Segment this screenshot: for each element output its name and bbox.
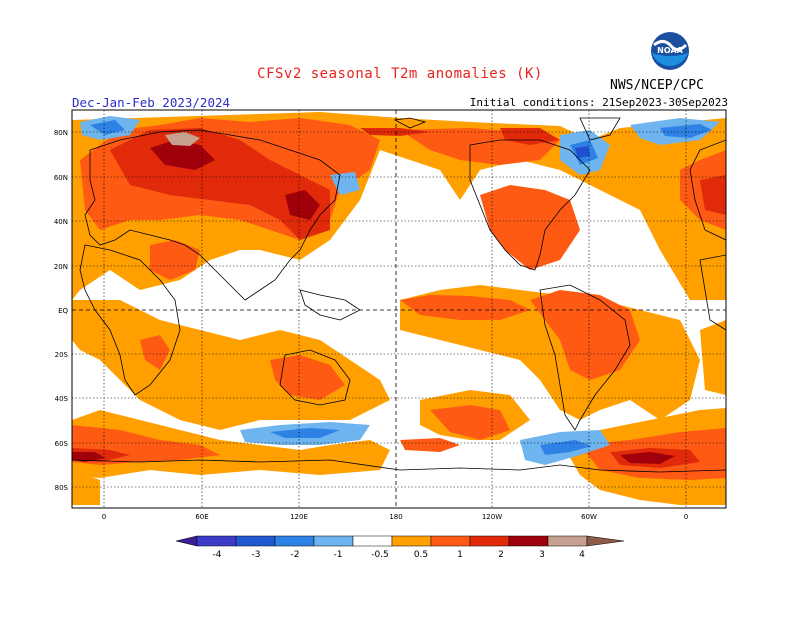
colorbar-tick-label: -2 [291, 550, 300, 560]
logo-text: NOAA [657, 46, 683, 55]
lon-label: 0 [102, 513, 106, 521]
colorbar-cell [508, 535, 549, 547]
noaa-logo-icon: NOAA [651, 32, 689, 70]
agency-label: NWS/NCEP/CPC [610, 78, 704, 93]
lat-label: 40S [55, 395, 69, 403]
colorbar-cell [547, 535, 588, 547]
colorbar-tick-label: 0.5 [414, 550, 428, 560]
colorbar-tick-label: 2 [498, 550, 504, 560]
lon-label: 60E [195, 513, 208, 521]
anomaly-neg-3-2 [575, 146, 590, 158]
map-title: CFSv2 seasonal T2m anomalies (K) [257, 66, 543, 82]
coastlines [72, 117, 726, 473]
lat-label: 80N [54, 129, 68, 137]
colorbar: -4 -3 -2 -1 -0.5 0.5 1 2 3 4 [175, 535, 625, 560]
colorbar-tick-label: 3 [539, 550, 545, 560]
colorbar-cell [235, 535, 276, 547]
colorbar-tick-label: 4 [579, 550, 585, 560]
initial-conditions: Initial conditions: 21Sep2023-30Sep2023 [469, 96, 728, 109]
lon-label: 120E [290, 513, 308, 521]
anomaly-pos-3-4 [72, 140, 675, 464]
colorbar-tick-label: -1 [334, 550, 343, 560]
lat-lon-grid [72, 110, 726, 508]
colorbar-cell [586, 535, 625, 547]
colorbar-tick-label: -4 [213, 550, 222, 560]
colorbar-tick-label: -3 [252, 550, 261, 560]
colorbar-cell [196, 535, 237, 547]
colorbar-tick-label: 1 [457, 550, 463, 560]
noaa-logo: NOAA [650, 31, 690, 71]
lat-label: 20N [54, 263, 68, 271]
colorbar-cell [352, 535, 393, 547]
lon-label: 120W [482, 513, 502, 521]
lat-label: 60N [54, 174, 68, 182]
colorbar-cell [469, 535, 510, 547]
anomaly-pos-4-5 [165, 132, 200, 146]
lat-label: 60S [55, 440, 69, 448]
colorbar-cell [391, 535, 432, 547]
colorbar-cell [430, 535, 471, 547]
lat-label: 40N [54, 218, 68, 226]
colorbar-cell [274, 535, 315, 547]
lat-label: 20S [55, 351, 69, 359]
colorbar-cell [313, 535, 354, 547]
equator-dateline [72, 110, 726, 508]
map-frame [71, 109, 727, 509]
colorbar-tick-label: -0.5 [371, 550, 389, 560]
lon-label: 180 [389, 513, 402, 521]
lon-label: 0 [684, 513, 688, 521]
anomaly-field [72, 110, 726, 508]
lon-label: 60W [581, 513, 597, 521]
forecast-period: Dec-Jan-Feb 2023/2024 [72, 95, 231, 110]
lat-label: EQ [58, 307, 68, 315]
lon-labels: 0 60E 120E 180 120W 60W 0 [102, 513, 688, 521]
colorbar-cell [175, 535, 198, 547]
lat-labels: 80N 60N 40N 20N EQ 20S 40S 60S 80S [54, 129, 69, 492]
lat-label: 80S [55, 484, 69, 492]
